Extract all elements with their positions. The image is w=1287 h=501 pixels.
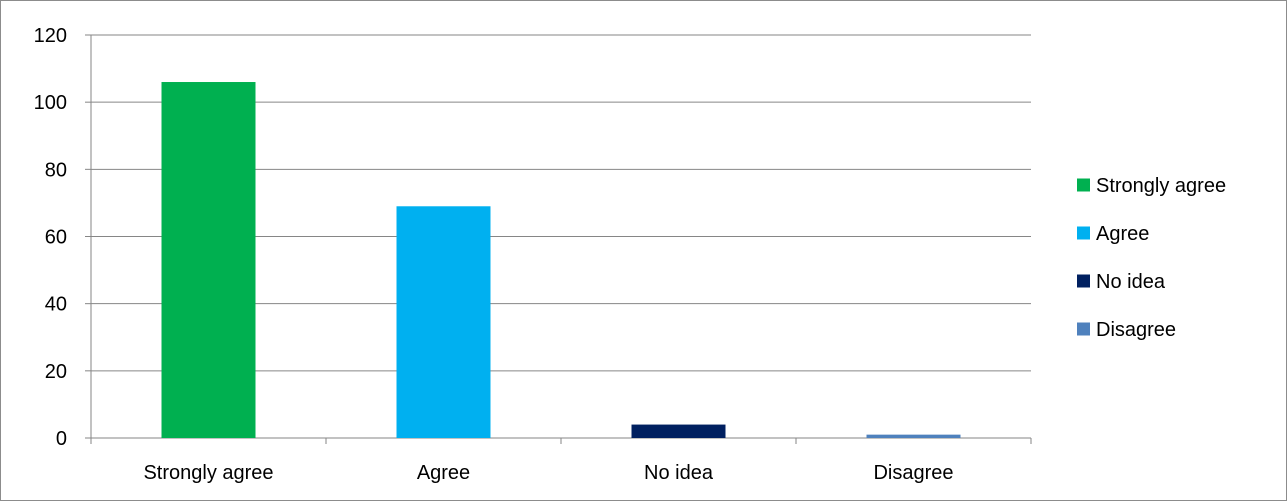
legend-label: Agree bbox=[1096, 223, 1149, 245]
x-tick-labels: Strongly agree Agree No idea Disagree bbox=[143, 462, 953, 484]
bar-strongly-agree bbox=[161, 82, 256, 439]
y-tick-label: 80 bbox=[45, 159, 67, 181]
legend-label: Strongly agree bbox=[1096, 175, 1226, 197]
y-tick-label: 0 bbox=[56, 428, 67, 450]
bar-disagree bbox=[866, 434, 961, 438]
bars bbox=[161, 82, 961, 439]
y-tick-label: 20 bbox=[45, 361, 67, 383]
legend-swatch bbox=[1077, 274, 1090, 288]
legend-swatch bbox=[1077, 178, 1090, 192]
legend-swatch bbox=[1077, 226, 1090, 240]
x-tick-label: No idea bbox=[644, 462, 714, 484]
legend-swatch bbox=[1077, 322, 1090, 336]
y-tick-label: 60 bbox=[45, 227, 67, 249]
x-tick-label: Disagree bbox=[873, 462, 953, 484]
legend-label: No idea bbox=[1096, 271, 1166, 293]
y-tick-labels: 0 20 40 60 80 100 120 bbox=[34, 25, 67, 450]
y-tick-label: 40 bbox=[45, 294, 67, 316]
legend: Strongly agree Agree No idea Disagree bbox=[1077, 175, 1226, 341]
bar-no-idea bbox=[631, 424, 726, 438]
y-tick-label: 120 bbox=[34, 25, 67, 47]
x-tick-label: Strongly agree bbox=[143, 462, 273, 484]
y-tick-label: 100 bbox=[34, 92, 67, 114]
x-tick-label: Agree bbox=[417, 462, 470, 484]
legend-label: Disagree bbox=[1096, 319, 1176, 341]
bar-agree bbox=[396, 206, 491, 438]
